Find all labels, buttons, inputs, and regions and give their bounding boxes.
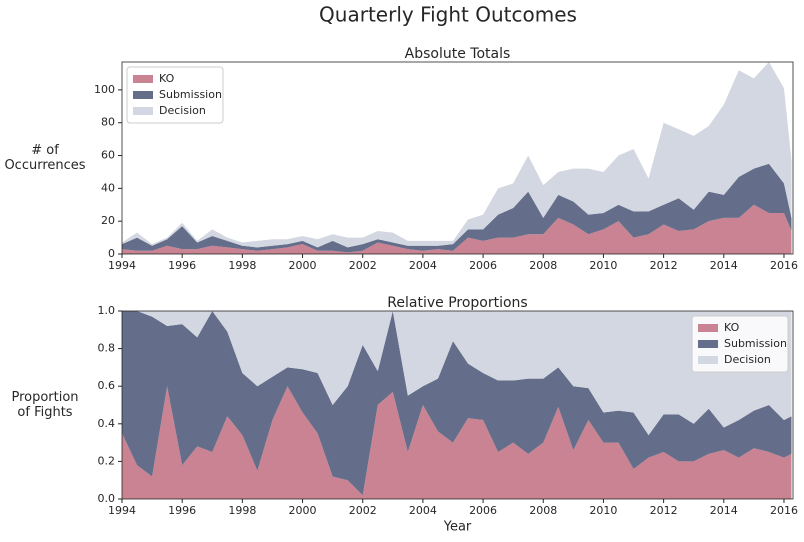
x-tick-label: 2002 (349, 504, 377, 517)
y-tick-label: 0.0 (98, 492, 116, 505)
x-tick-label: 2004 (409, 504, 437, 517)
x-tick-label: 2006 (469, 504, 497, 517)
x-tick-label: 2012 (650, 504, 678, 517)
legend-label: Decision (724, 353, 771, 366)
legend-label: Submission (159, 88, 222, 101)
x-tick-label: 2014 (710, 504, 738, 517)
x-tick-label: 1994 (108, 259, 136, 272)
plot-frame (121, 310, 794, 500)
y-tick-label: 20 (101, 214, 115, 227)
x-tick-label: 1994 (108, 504, 136, 517)
legend-swatch (133, 107, 153, 115)
legend-swatch (698, 324, 718, 332)
x-tick-label: 2004 (409, 259, 437, 272)
chart-title: Relative Proportions (387, 295, 527, 311)
x-tick-label: 2010 (589, 259, 617, 272)
y-tick-label: 40 (101, 181, 115, 194)
legend-swatch (133, 91, 153, 99)
x-tick-label: 2010 (589, 504, 617, 517)
y-tick-label: 1.0 (98, 304, 116, 317)
x-axis-label: Year (443, 520, 472, 535)
y-axis-label: of Fights (17, 405, 72, 420)
y-tick-label: 100 (94, 83, 115, 96)
x-tick-label: 2014 (710, 259, 738, 272)
legend-label: KO (159, 72, 175, 85)
x-tick-label: 1996 (168, 259, 196, 272)
legend: KO Submission Decision (691, 315, 789, 373)
area (122, 311, 792, 496)
legend-swatch (698, 340, 718, 348)
x-tick-label: 2016 (770, 504, 798, 517)
x-tick-label: 2006 (469, 259, 497, 272)
legend-label: KO (724, 321, 740, 334)
y-axis-label: Proportion (11, 390, 78, 405)
x-tick-label: 2000 (289, 259, 317, 272)
y-axis-label: # of (31, 143, 59, 158)
legend: KO Submission Decision (126, 66, 224, 124)
y-tick-label: 60 (101, 149, 115, 162)
x-tick-label: 2016 (770, 259, 798, 272)
y-tick-label: 0.4 (98, 417, 116, 430)
y-tick-label: 0.8 (98, 342, 116, 355)
x-tick-label: 1998 (228, 259, 256, 272)
y-tick-label: 0 (108, 247, 115, 260)
plot-frame (121, 61, 794, 255)
legend-label: Submission (724, 337, 787, 350)
area (122, 311, 792, 436)
x-tick-label: 2002 (349, 259, 377, 272)
area (122, 163, 792, 253)
legend-swatch (133, 75, 153, 83)
legend-swatch (698, 356, 718, 364)
x-tick-label: 1996 (168, 504, 196, 517)
area (122, 62, 792, 248)
x-tick-label: 2012 (650, 259, 678, 272)
figure-title: Quarterly Fight Outcomes (319, 3, 577, 27)
area (122, 204, 792, 254)
legend-label: Decision (159, 104, 206, 117)
y-tick-label: 80 (101, 116, 115, 129)
x-tick-label: 1998 (228, 504, 256, 517)
chart-title: Absolute Totals (405, 46, 511, 62)
x-tick-label: 2008 (529, 259, 557, 272)
x-tick-label: 2008 (529, 504, 557, 517)
y-tick-label: 0.6 (98, 379, 116, 392)
y-tick-label: 0.2 (98, 454, 116, 467)
area (122, 386, 792, 499)
y-axis-label: Occurrences (4, 158, 85, 173)
x-tick-label: 2000 (289, 504, 317, 517)
